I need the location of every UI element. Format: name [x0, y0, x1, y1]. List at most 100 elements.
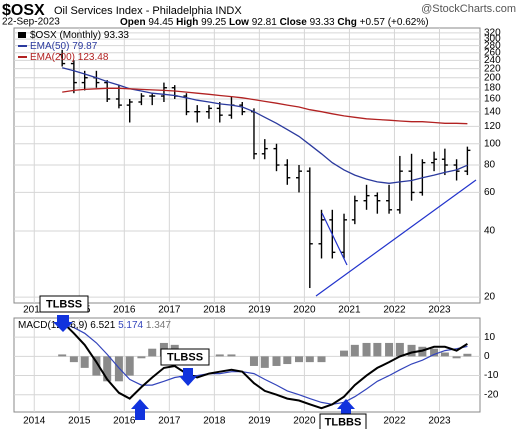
signal-line — [62, 323, 468, 405]
y-tick-label: 80 — [484, 160, 496, 171]
index-name: Oil Services Index - Philadelphia INDX — [54, 5, 242, 17]
text-part: MACD(12,26,9) — [18, 320, 87, 331]
text-part: EMA(200) — [30, 52, 75, 63]
x-tick-label: 2021 — [338, 305, 361, 316]
legend-entry: EMA(200) 123.48 — [30, 52, 109, 63]
histogram-bar — [362, 342, 371, 357]
histogram-bar — [440, 352, 449, 357]
text-part: 99.25 — [201, 17, 226, 28]
annotation: TLBSS — [167, 351, 203, 363]
text-part: 93.33 — [310, 17, 335, 28]
histogram-bar — [249, 356, 258, 366]
histogram-bar — [430, 348, 439, 357]
histogram-bar — [148, 348, 157, 357]
histogram-bar — [260, 356, 269, 368]
legend-entry: $OSX (Monthly) 93.33 — [30, 30, 129, 41]
y-tick-label: 240 — [484, 55, 501, 66]
date: 22-Sep-2023 — [2, 17, 60, 28]
text-part: Open — [120, 17, 146, 28]
histogram-bar — [385, 342, 394, 357]
y-tick-label: 160 — [484, 94, 501, 105]
x-tick-label: 2014 — [23, 305, 46, 316]
y-tick-label: 320 — [484, 28, 501, 39]
y-tick-label: 280 — [484, 40, 501, 51]
text-part: $OSX (Monthly) — [30, 30, 101, 41]
histogram-bar — [373, 342, 382, 357]
y-tick-label: 300 — [484, 34, 501, 45]
legend-entry: EMA(50) 79.87 — [30, 41, 98, 52]
histogram-bar — [295, 356, 304, 363]
y-tick-label: 0 — [484, 351, 490, 362]
y-tick-label: 200 — [484, 72, 501, 83]
quote-text: Open 94.45 High 99.25 Low 92.81 Close 93… — [120, 17, 429, 28]
y-tick-label: 120 — [484, 121, 501, 132]
histogram-bar — [317, 356, 326, 363]
histogram-bar — [137, 356, 146, 359]
arrow-down — [53, 315, 73, 332]
text-part: EMA(50) — [30, 41, 69, 52]
y-tick-label: 140 — [484, 106, 501, 117]
histogram-bar — [103, 356, 112, 382]
histogram-bar — [272, 356, 281, 366]
text-part: 93.33 — [104, 30, 129, 41]
y-tick-label: -10 — [484, 370, 499, 381]
histogram-bar — [58, 354, 67, 357]
symbol: $OSX — [2, 2, 45, 19]
macd-panel — [13, 317, 481, 413]
annotation-box — [160, 348, 210, 366]
x-tick-label: 2017 — [158, 305, 181, 316]
x-tick-label: 2018 — [203, 416, 226, 427]
text-part: Close — [280, 17, 308, 28]
histogram-bar — [305, 356, 314, 363]
histogram-bar — [80, 356, 89, 368]
x-tick-label: 2019 — [248, 305, 271, 316]
x-tick-label: 2023 — [428, 416, 451, 427]
x-tick-label: 2018 — [203, 305, 226, 316]
histogram-bar — [395, 342, 404, 357]
x-tick-label: 2019 — [248, 416, 271, 427]
y-tick-label: 220 — [484, 63, 501, 74]
x-tick-label: 2022 — [383, 416, 406, 427]
x-tick-label: 2020 — [293, 416, 316, 427]
text-part: 123.48 — [78, 52, 109, 63]
text-part: 1.347 — [146, 320, 171, 331]
legend-swatch — [18, 32, 26, 38]
text-part: 79.87 — [72, 41, 97, 52]
histogram-bar — [350, 344, 359, 357]
ema-line — [62, 87, 468, 125]
histogram-bar — [407, 344, 416, 357]
arrow-up — [337, 399, 355, 414]
y-tick-label: 10 — [484, 332, 496, 343]
histogram-bar — [283, 356, 292, 365]
y-tick-label: 60 — [484, 187, 496, 198]
watermark: @StockCharts.com — [421, 3, 516, 15]
annotation-box — [319, 413, 367, 429]
text-part: Chg — [337, 17, 356, 28]
text-part: Low — [229, 17, 249, 28]
macd-line — [61, 321, 468, 410]
text-part: 94.45 — [148, 17, 173, 28]
y-tick-label: 20 — [484, 292, 496, 303]
trend-line — [315, 179, 477, 297]
y-tick-label: 40 — [484, 226, 496, 237]
x-tick-label: 2020 — [293, 305, 316, 316]
x-tick-label: 2014 — [23, 416, 46, 427]
annotation: TLBSS — [46, 298, 82, 310]
histogram-bar — [69, 356, 78, 363]
x-tick-label: 2016 — [113, 305, 136, 316]
histogram-bar — [452, 356, 461, 359]
histogram-bar — [92, 356, 101, 376]
quote: Open 94.45 High 99.25 Low 92.81 Close 93… — [120, 17, 429, 28]
y-tick-label: 180 — [484, 82, 501, 93]
histogram-bar — [114, 356, 123, 382]
annotation-box — [39, 295, 89, 313]
macd-legend: MACD(12,26,9) 6.521 5.174 1.347 — [18, 320, 171, 331]
trend-line — [321, 212, 348, 266]
text-part: 5.174 — [118, 320, 143, 331]
text-part: High — [176, 17, 198, 28]
arrow-up — [131, 399, 149, 420]
histogram-bar — [227, 354, 236, 357]
x-tick-label: 2022 — [383, 305, 406, 316]
